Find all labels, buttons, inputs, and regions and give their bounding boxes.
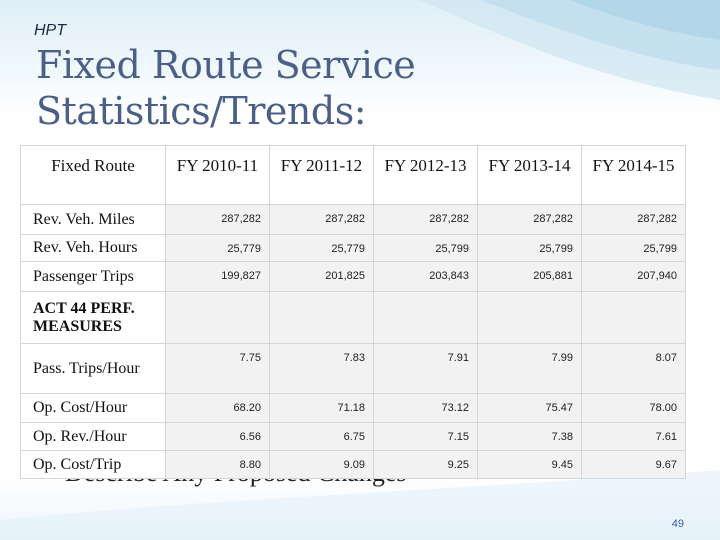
column-header: FY 2010-11 <box>165 145 270 205</box>
table-cell: 7.75 <box>165 343 270 394</box>
column-header: FY 2013-14 <box>477 145 582 205</box>
table-cell: 25,779 <box>269 234 374 262</box>
table-cell: 25,799 <box>373 234 478 262</box>
row-label: Pass. Trips/Hour <box>20 343 166 394</box>
table-cell: 7.83 <box>269 343 374 394</box>
table-cell: 287,282 <box>165 204 270 235</box>
table-cell: 9.67 <box>581 450 686 479</box>
table-cell: 287,282 <box>477 204 582 235</box>
row-label: Rev. Veh. Hours <box>20 234 166 262</box>
table-cell: 78.00 <box>581 393 686 423</box>
row-label: Rev. Veh. Miles <box>20 204 166 235</box>
table-cell: 7.99 <box>477 343 582 394</box>
row-label: Op. Cost/Hour <box>20 393 166 423</box>
table-cell: 201,825 <box>269 261 374 292</box>
table-cell: 9.09 <box>269 450 374 479</box>
table-cell: 25,799 <box>477 234 582 262</box>
table-cell: 287,282 <box>581 204 686 235</box>
row-label: Op. Cost/Trip <box>20 450 166 479</box>
slide-title-line-1: Fixed Route Service <box>36 43 416 87</box>
table-row: Rev. Veh. Hours 25,779 25,779 25,799 25,… <box>20 234 686 262</box>
table-cell: 205,881 <box>477 261 582 292</box>
table-cell: 25,779 <box>165 234 270 262</box>
table-cell: 199,827 <box>165 261 270 292</box>
table-row: Op. Cost/Trip 8.80 9.09 9.25 9.45 9.67 <box>20 450 686 479</box>
table-cell <box>477 291 582 344</box>
footer-decoration <box>0 470 720 540</box>
table-cell <box>269 291 374 344</box>
table-cell: 9.25 <box>373 450 478 479</box>
slide-title-line-2: Statistics/Trends: <box>36 89 367 133</box>
table-row: Op. Rev./Hour 6.56 6.75 7.15 7.38 7.61 <box>20 422 686 451</box>
column-header: FY 2014-15 <box>581 145 686 205</box>
table-header-row: Fixed Route FY 2010-11 FY 2011-12 FY 201… <box>20 145 686 205</box>
column-header: Fixed Route <box>20 145 166 205</box>
table-cell: 25,799 <box>581 234 686 262</box>
table-cell: 7.38 <box>477 422 582 451</box>
table-cell: 8.07 <box>581 343 686 394</box>
table-cell: 6.56 <box>165 422 270 451</box>
table-cell: 8.80 <box>165 450 270 479</box>
header-decoration <box>420 0 720 100</box>
table-cell: 71.18 <box>269 393 374 423</box>
table-cell: 203,843 <box>373 261 478 292</box>
table-row: Op. Cost/Hour 68.20 71.18 73.12 75.47 78… <box>20 393 686 423</box>
table-cell: 75.47 <box>477 393 582 423</box>
table-cell: 287,282 <box>373 204 478 235</box>
row-label: Op. Rev./Hour <box>20 422 166 451</box>
header-tag: HPT <box>34 22 66 39</box>
page-number: 49 <box>671 518 684 530</box>
table-cell <box>373 291 478 344</box>
table-cell: 287,282 <box>269 204 374 235</box>
table-cell <box>581 291 686 344</box>
section-label: ACT 44 PERF. MEASURES <box>20 291 166 344</box>
row-label: Passenger Trips <box>20 261 166 292</box>
column-header: FY 2012-13 <box>373 145 478 205</box>
table-row: ACT 44 PERF. MEASURES <box>20 291 686 344</box>
table-row: Passenger Trips 199,827 201,825 203,843 … <box>20 261 686 292</box>
table-cell: 73.12 <box>373 393 478 423</box>
table-cell: 207,940 <box>581 261 686 292</box>
table-row: Pass. Trips/Hour 7.75 7.83 7.91 7.99 8.0… <box>20 343 686 394</box>
table-cell: 6.75 <box>269 422 374 451</box>
slide-title: Fixed Route Service Statistics/Trends: <box>36 42 676 134</box>
table-row: Rev. Veh. Miles 287,282 287,282 287,282 … <box>20 204 686 235</box>
table-cell <box>165 291 270 344</box>
table-cell: 7.91 <box>373 343 478 394</box>
table-cell: 7.15 <box>373 422 478 451</box>
table-cell: 9.45 <box>477 450 582 479</box>
table-cell: 7.61 <box>581 422 686 451</box>
column-header: FY 2011-12 <box>269 145 374 205</box>
statistics-table: Fixed Route FY 2010-11 FY 2011-12 FY 201… <box>20 145 686 479</box>
table-cell: 68.20 <box>165 393 270 423</box>
